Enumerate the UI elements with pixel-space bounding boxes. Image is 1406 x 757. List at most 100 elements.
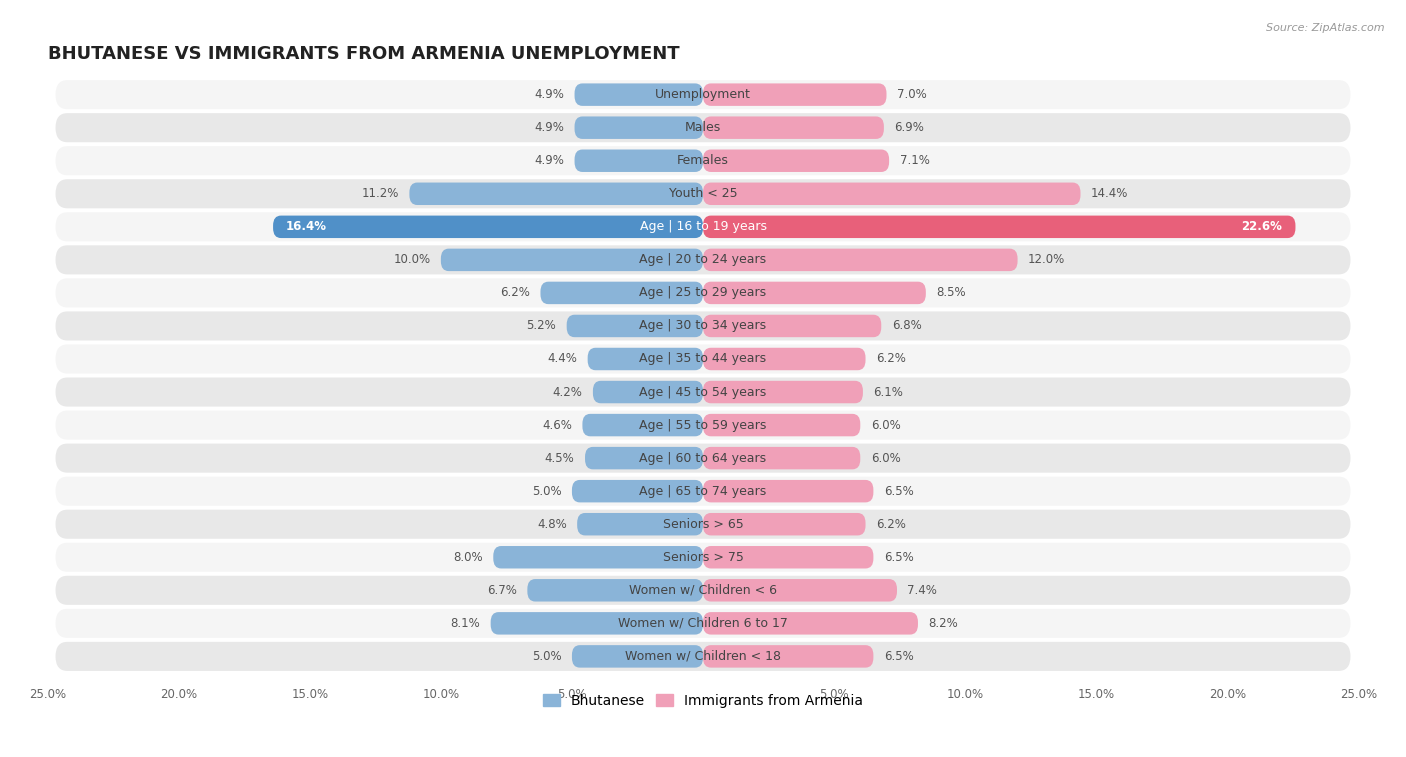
FancyBboxPatch shape [55,576,1351,605]
Text: 4.8%: 4.8% [537,518,567,531]
FancyBboxPatch shape [55,378,1351,407]
FancyBboxPatch shape [572,480,703,503]
FancyBboxPatch shape [491,612,703,634]
FancyBboxPatch shape [703,149,889,172]
FancyBboxPatch shape [703,513,866,535]
Legend: Bhutanese, Immigrants from Armenia: Bhutanese, Immigrants from Armenia [537,688,869,713]
Text: Unemployment: Unemployment [655,88,751,101]
Text: Age | 25 to 29 years: Age | 25 to 29 years [640,286,766,300]
Text: Females: Females [678,154,728,167]
Text: Women w/ Children < 6: Women w/ Children < 6 [628,584,778,597]
FancyBboxPatch shape [703,216,1295,238]
FancyBboxPatch shape [703,117,884,139]
Text: 6.5%: 6.5% [884,484,914,497]
FancyBboxPatch shape [55,410,1351,440]
FancyBboxPatch shape [703,546,873,569]
FancyBboxPatch shape [55,146,1351,176]
Text: Age | 55 to 59 years: Age | 55 to 59 years [640,419,766,431]
FancyBboxPatch shape [703,645,873,668]
FancyBboxPatch shape [703,381,863,403]
FancyBboxPatch shape [55,179,1351,208]
FancyBboxPatch shape [582,414,703,436]
FancyBboxPatch shape [527,579,703,602]
Text: BHUTANESE VS IMMIGRANTS FROM ARMENIA UNEMPLOYMENT: BHUTANESE VS IMMIGRANTS FROM ARMENIA UNE… [48,45,679,64]
FancyBboxPatch shape [409,182,703,205]
Text: 5.0%: 5.0% [531,650,561,663]
Text: 8.1%: 8.1% [450,617,481,630]
Text: 4.2%: 4.2% [553,385,582,398]
Text: 6.0%: 6.0% [870,452,900,465]
Text: 6.9%: 6.9% [894,121,924,134]
FancyBboxPatch shape [55,113,1351,142]
FancyBboxPatch shape [540,282,703,304]
FancyBboxPatch shape [703,480,873,503]
Text: Women w/ Children < 18: Women w/ Children < 18 [626,650,780,663]
Text: 6.7%: 6.7% [486,584,517,597]
FancyBboxPatch shape [585,447,703,469]
Text: 6.8%: 6.8% [891,319,921,332]
Text: Age | 60 to 64 years: Age | 60 to 64 years [640,452,766,465]
Text: 4.6%: 4.6% [543,419,572,431]
Text: 8.0%: 8.0% [453,551,482,564]
FancyBboxPatch shape [55,477,1351,506]
Text: Seniors > 65: Seniors > 65 [662,518,744,531]
Text: 5.2%: 5.2% [526,319,557,332]
Text: 6.0%: 6.0% [870,419,900,431]
FancyBboxPatch shape [703,282,925,304]
FancyBboxPatch shape [593,381,703,403]
Text: 11.2%: 11.2% [361,187,399,201]
FancyBboxPatch shape [575,149,703,172]
Text: 14.4%: 14.4% [1091,187,1129,201]
Text: 16.4%: 16.4% [287,220,328,233]
Text: 4.4%: 4.4% [547,353,578,366]
FancyBboxPatch shape [55,543,1351,572]
FancyBboxPatch shape [578,513,703,535]
Text: 6.1%: 6.1% [873,385,903,398]
Text: 4.9%: 4.9% [534,88,564,101]
FancyBboxPatch shape [55,509,1351,539]
FancyBboxPatch shape [55,212,1351,241]
FancyBboxPatch shape [703,248,1018,271]
FancyBboxPatch shape [703,579,897,602]
Text: 12.0%: 12.0% [1028,254,1066,266]
Text: 6.5%: 6.5% [884,650,914,663]
FancyBboxPatch shape [588,347,703,370]
Text: Youth < 25: Youth < 25 [669,187,737,201]
Text: 10.0%: 10.0% [394,254,430,266]
FancyBboxPatch shape [703,414,860,436]
FancyBboxPatch shape [55,311,1351,341]
Text: 4.9%: 4.9% [534,121,564,134]
FancyBboxPatch shape [55,444,1351,472]
Text: Males: Males [685,121,721,134]
Text: Women w/ Children 6 to 17: Women w/ Children 6 to 17 [619,617,787,630]
FancyBboxPatch shape [575,83,703,106]
Text: 7.1%: 7.1% [900,154,929,167]
Text: 6.2%: 6.2% [876,353,905,366]
Text: Source: ZipAtlas.com: Source: ZipAtlas.com [1267,23,1385,33]
FancyBboxPatch shape [494,546,703,569]
Text: Seniors > 75: Seniors > 75 [662,551,744,564]
FancyBboxPatch shape [55,80,1351,109]
Text: 7.4%: 7.4% [907,584,938,597]
FancyBboxPatch shape [441,248,703,271]
Text: 6.2%: 6.2% [876,518,905,531]
Text: 7.0%: 7.0% [897,88,927,101]
FancyBboxPatch shape [575,117,703,139]
Text: 6.2%: 6.2% [501,286,530,300]
FancyBboxPatch shape [55,609,1351,638]
FancyBboxPatch shape [273,216,703,238]
FancyBboxPatch shape [703,83,887,106]
Text: Age | 30 to 34 years: Age | 30 to 34 years [640,319,766,332]
Text: 8.2%: 8.2% [928,617,959,630]
FancyBboxPatch shape [55,642,1351,671]
Text: 6.5%: 6.5% [884,551,914,564]
FancyBboxPatch shape [55,344,1351,373]
Text: Age | 20 to 24 years: Age | 20 to 24 years [640,254,766,266]
FancyBboxPatch shape [703,315,882,337]
FancyBboxPatch shape [567,315,703,337]
Text: 4.5%: 4.5% [544,452,575,465]
FancyBboxPatch shape [703,182,1080,205]
Text: Age | 65 to 74 years: Age | 65 to 74 years [640,484,766,497]
FancyBboxPatch shape [55,245,1351,274]
FancyBboxPatch shape [703,612,918,634]
